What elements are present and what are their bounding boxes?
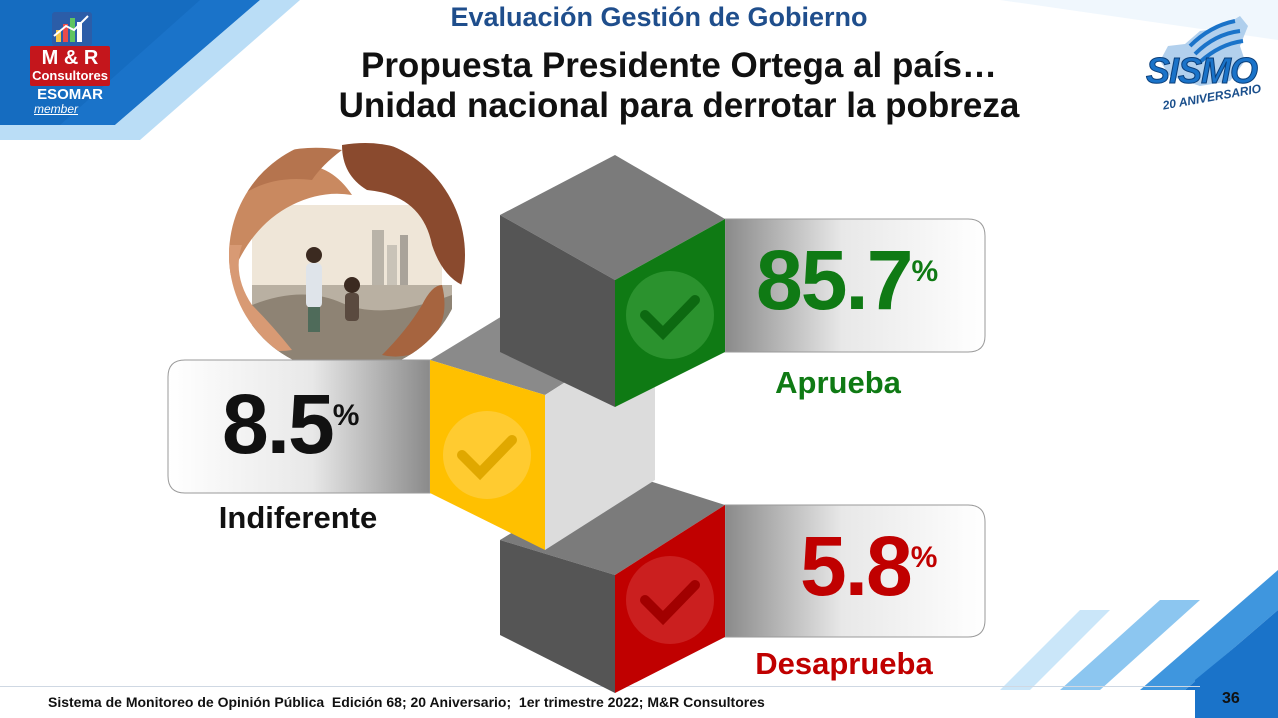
page-number: 36 [1222,690,1240,707]
indiferente-value: 8.5% [222,376,359,473]
sismo-logo: SISMO 20 ANIVERSARIO [1140,6,1270,116]
check-icon [443,411,531,499]
desaprueba-label: Desaprueba [755,646,933,681]
mr-logo-line1: M & R [41,47,99,69]
desaprueba-panel [724,504,986,638]
check-icon [626,271,714,359]
aprueba-value: 85.7% [756,232,938,329]
aprueba-number: 85.7 [756,233,913,327]
mr-consultores-logo: M & R Consultores ESOMAR member [30,8,112,118]
section-title: Evaluación Gestión de Gobierno [450,2,868,32]
aprueba-label: Aprueba [775,365,901,400]
mr-logo-line2: Consultores [32,68,108,83]
hands-illustration [229,137,465,360]
check-icon [626,556,714,644]
chart-phone-icon [52,12,92,46]
desaprueba-number: 5.8 [800,519,913,613]
mr-logo-box: M & R Consultores [30,46,110,86]
page-title-line2: Unidad nacional para derrotar la pobreza [338,86,1020,125]
desaprueba-value: 5.8% [800,518,937,615]
indiferente-number: 8.5 [222,377,335,471]
esomar-label: ESOMAR [37,86,103,103]
indiferente-label: Indiferente [218,500,378,535]
indiferente-unit: % [332,399,360,432]
desaprueba-unit: % [910,541,938,574]
indiferente-panel [167,359,431,494]
sismo-map-icon [1160,16,1248,86]
sismo-title: SISMO [1145,50,1258,92]
member-label: member [34,102,79,116]
footer-text: Sistema de Monitoreo de Opinión Pública … [48,694,765,710]
page-title-line1: Propuesta Presidente Ortega al país… [360,46,998,85]
aprueba-unit: % [911,255,939,288]
aprueba-panel [724,218,986,353]
